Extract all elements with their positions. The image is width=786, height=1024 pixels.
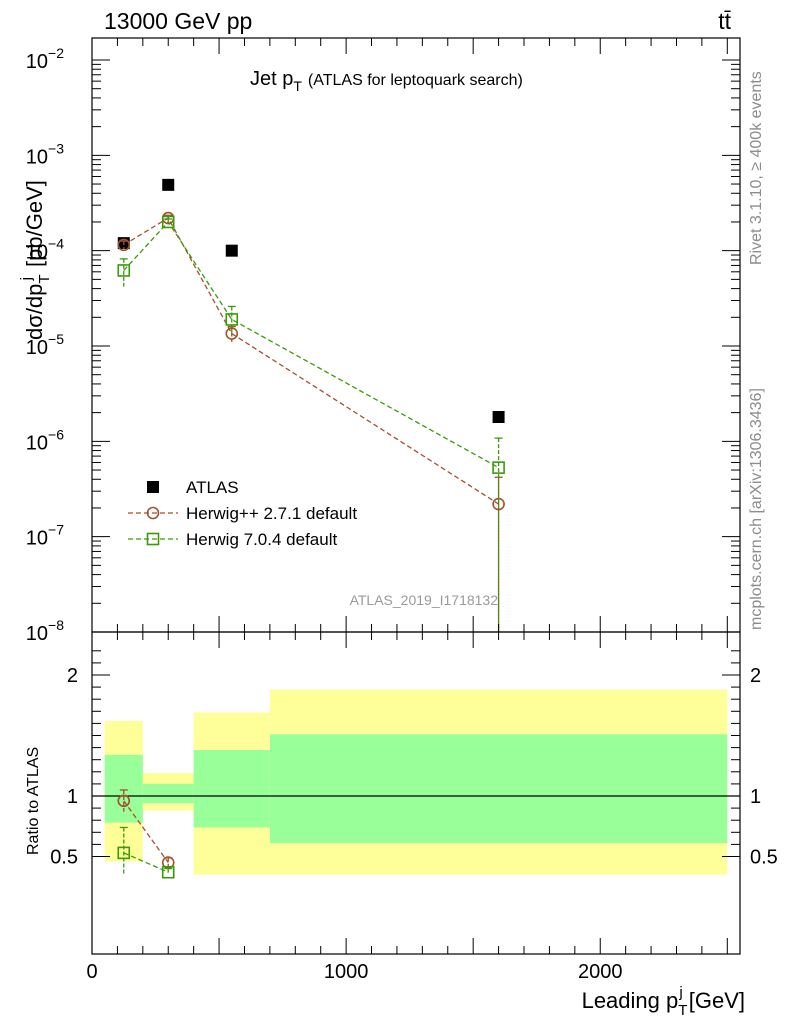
source-label: mcplots.cern.ch [arXiv:1306.3436] <box>748 388 765 630</box>
plot-title-sub: T <box>293 78 302 94</box>
legend-label: Herwig 7.0.4 default <box>186 530 337 549</box>
plot-title: Jet pT (ATLAS for leptoquark search) <box>250 68 523 94</box>
upper-y-tick-label: 10−2 <box>26 45 64 73</box>
x-tick-label: 0 <box>86 961 97 983</box>
data-point <box>225 244 238 257</box>
ratio-band-inner <box>104 754 143 823</box>
ratio-plot: 0 1000 2000 0.5 0.5 1 1 2 2 Ratio to ATLAS Leadi… <box>25 631 778 1019</box>
ratio-y-axis-label: Ratio to ATLAS <box>25 747 42 855</box>
ratio-y-tick-label-right: 0.5 <box>750 847 778 869</box>
ratio-band-inner <box>142 783 194 804</box>
ratio-point <box>161 865 175 879</box>
data-point <box>492 461 505 474</box>
x-tick-label: 2000 <box>578 961 623 983</box>
ratio-y-tick-label-right: 1 <box>750 786 761 808</box>
ratio-y-tick-label-right: 2 <box>750 665 761 687</box>
ratio-series-line <box>123 852 169 873</box>
ratio-point <box>117 846 131 860</box>
data-point <box>225 313 239 326</box>
upper-y-tick-label: 10−8 <box>26 617 64 645</box>
process-label: tt̄ <box>718 8 731 34</box>
plot-title-main: Jet p <box>250 68 293 90</box>
upper-y-tick-label: 10−7 <box>26 522 64 550</box>
data-point <box>492 410 505 423</box>
data-point <box>117 264 131 277</box>
legend-label: Herwig++ 2.7.1 default <box>186 504 357 523</box>
legend-label: ATLAS <box>186 478 239 497</box>
upper-y-tick-label: 10−3 <box>26 140 64 168</box>
ratio-series-line <box>123 800 169 863</box>
legend-marker <box>147 481 159 493</box>
data-point <box>161 215 175 229</box>
ratio-band-inner <box>269 734 728 844</box>
lower-frame <box>91 631 741 955</box>
main-plot: Jet pT (ATLAS for leptoquark search) ATLA… <box>18 37 741 645</box>
x-axis-label: Leading pTj [GeV] <box>582 984 745 1019</box>
x-tick-label: 1000 <box>324 961 369 983</box>
ratio-y-tick-label: 0.5 <box>50 847 78 869</box>
series-line <box>123 217 499 505</box>
legend-marker <box>146 532 160 546</box>
upper-y-tick-label: 10−6 <box>26 426 64 454</box>
ratio-band-inner <box>193 750 270 828</box>
rivet-label: Rivet 3.1.10, ≥ 400k events <box>748 71 765 265</box>
plot-title-rest: (ATLAS for leptoquark search) <box>308 72 523 89</box>
data-point <box>162 178 175 191</box>
ratio-y-tick-label: 1 <box>67 786 78 808</box>
ratio-point <box>117 794 131 808</box>
watermark: ATLAS_2019_I1718132 <box>350 592 499 608</box>
data-point <box>117 238 131 252</box>
energy-label: 13000 GeV pp <box>104 8 252 34</box>
legend-marker <box>146 506 160 520</box>
ratio-y-tick-label: 2 <box>67 665 78 687</box>
legend: ATLAS Herwig++ 2.7.1 default Herwig 7.0.4 … <box>128 478 357 549</box>
series-line <box>123 220 499 469</box>
